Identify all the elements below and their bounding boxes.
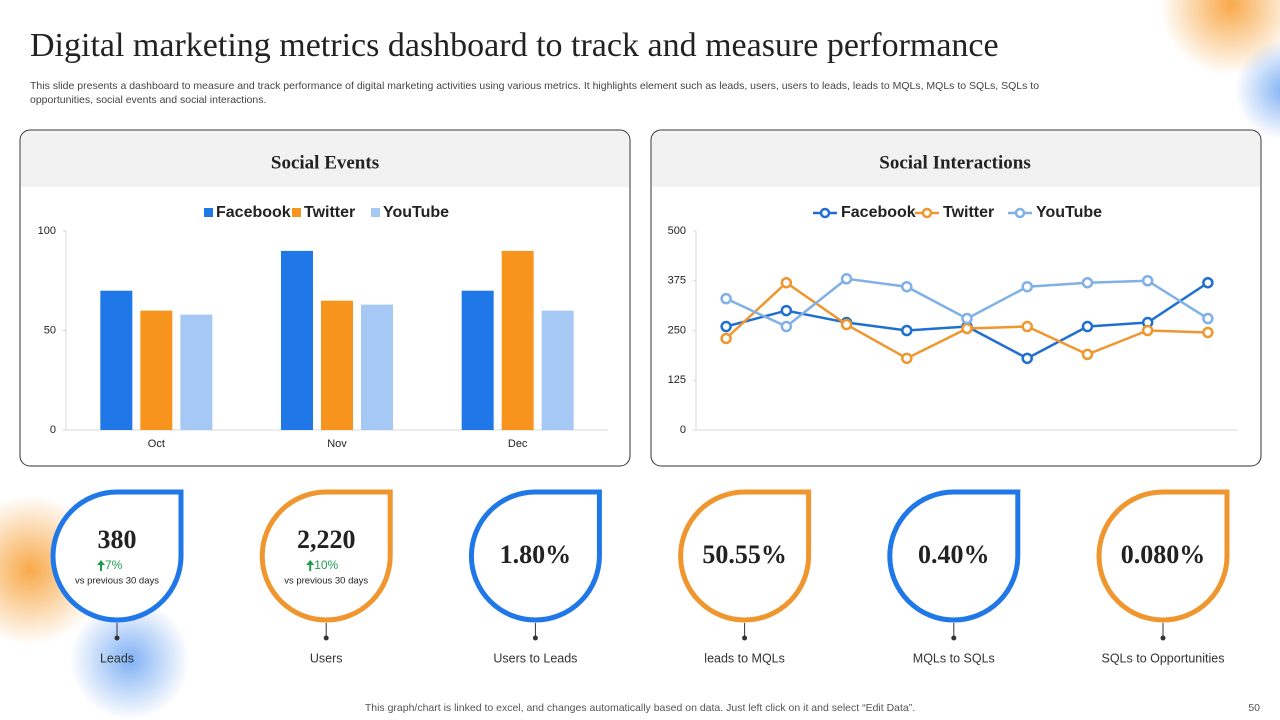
- y-tick-label: 375: [668, 275, 686, 287]
- arrow-icon: [306, 560, 315, 571]
- legend-marker: [1014, 207, 1026, 219]
- legend-marker: [819, 207, 831, 219]
- point: [1081, 320, 1094, 333]
- point: [1081, 276, 1094, 289]
- footer: This graph/chart is linked to excel, and…: [365, 702, 915, 714]
- chart-title: Social Events: [271, 152, 379, 173]
- connector-dot: [323, 635, 329, 641]
- point: [780, 304, 793, 317]
- arrow-icon: [97, 560, 105, 571]
- bar: [541, 310, 574, 430]
- chart-title: Social Interactions: [879, 152, 1030, 173]
- kpi-value: 1.80%: [500, 540, 572, 569]
- kpi-value: 2,220: [297, 525, 356, 554]
- kpi-change: 7%: [105, 558, 123, 572]
- y-tick-label: 0: [680, 424, 686, 436]
- bar: [180, 314, 213, 430]
- kpi-label: Leads: [100, 651, 134, 665]
- connector-dot: [114, 635, 120, 641]
- kpi-label: MQLs to SQLs: [913, 651, 995, 665]
- kpi-note: vs previous 30 days: [284, 576, 368, 587]
- bar: [501, 250, 534, 430]
- legend-marker: [204, 208, 213, 217]
- y-tick-label: 50: [44, 324, 56, 336]
- bar: [361, 304, 393, 430]
- point: [901, 352, 913, 365]
- legend-marker: [921, 207, 933, 219]
- connector-dot: [1160, 635, 1166, 641]
- point: [720, 332, 732, 345]
- point: [961, 312, 973, 325]
- kpi-value: 50.55%: [702, 540, 787, 569]
- kpi-label: Users: [310, 651, 343, 665]
- bar: [321, 300, 353, 430]
- subtitle: This slide presents a dashboard to measu…: [30, 80, 1039, 92]
- kpi-value: 0.40%: [918, 540, 990, 569]
- decor: [70, 600, 190, 720]
- kpi-shape: [50, 489, 184, 623]
- connector-dot: [532, 635, 538, 641]
- kpi-change: 10%: [314, 558, 338, 572]
- y-tick-label: 500: [668, 225, 686, 237]
- panel-header: [21, 131, 629, 187]
- kpi-label: Users to Leads: [493, 651, 577, 665]
- legend-marker: [292, 208, 301, 217]
- point: [1081, 348, 1094, 361]
- legend-marker: [371, 208, 380, 217]
- point: [1202, 276, 1214, 289]
- kpi-shape: [887, 489, 1021, 623]
- page-number: 50: [1248, 702, 1260, 714]
- point: [1021, 320, 1033, 333]
- point: [780, 276, 793, 289]
- point: [901, 324, 913, 337]
- y-tick-label: 100: [38, 225, 56, 237]
- subtitle: opportunities, social events and social …: [30, 94, 266, 106]
- point: [1021, 280, 1033, 293]
- legend-label: Twitter: [943, 204, 994, 221]
- point: [961, 322, 973, 335]
- point: [1202, 326, 1214, 339]
- kpi-value: 0.080%: [1121, 540, 1206, 569]
- kpi-label: SQLs to Opportunities: [1102, 651, 1225, 665]
- y-tick-label: 0: [50, 424, 56, 436]
- x-tick-label: Nov: [327, 438, 347, 450]
- point: [720, 292, 732, 305]
- bar: [140, 310, 173, 430]
- kpi-shape: [259, 489, 393, 623]
- point: [901, 280, 913, 293]
- title: Digital marketing metrics dashboard to t…: [30, 27, 999, 64]
- point: [720, 320, 732, 333]
- connector-dot: [742, 635, 748, 641]
- point: [840, 318, 853, 331]
- kpi-label: leads to MQLs: [704, 651, 785, 665]
- connector-dot: [951, 635, 957, 641]
- legend-label: Facebook: [841, 204, 916, 221]
- y-tick-label: 250: [668, 324, 686, 336]
- decor: [1235, 40, 1280, 140]
- x-tick-label: Dec: [508, 438, 528, 450]
- kpi-value: 380: [98, 525, 137, 554]
- point: [780, 320, 793, 333]
- point: [1141, 324, 1154, 337]
- legend-label: YouTube: [1036, 204, 1102, 221]
- panel-header: [652, 131, 1260, 187]
- kpi-shape: [678, 489, 812, 623]
- point: [1202, 312, 1214, 325]
- legend-label: YouTube: [383, 204, 449, 221]
- kpi-shape: [468, 489, 602, 623]
- legend-label: Facebook: [216, 204, 291, 221]
- point: [1141, 275, 1154, 287]
- bar: [461, 290, 494, 430]
- bar: [281, 250, 313, 430]
- kpi-note: vs previous 30 days: [75, 576, 159, 587]
- bar: [100, 290, 133, 430]
- legend-label: Twitter: [304, 204, 355, 221]
- kpi-shape: [1096, 489, 1230, 623]
- y-tick-label: 125: [668, 374, 686, 386]
- panel: [650, 129, 1262, 467]
- point: [840, 273, 853, 285]
- x-tick-label: Oct: [148, 438, 165, 450]
- point: [1021, 352, 1033, 365]
